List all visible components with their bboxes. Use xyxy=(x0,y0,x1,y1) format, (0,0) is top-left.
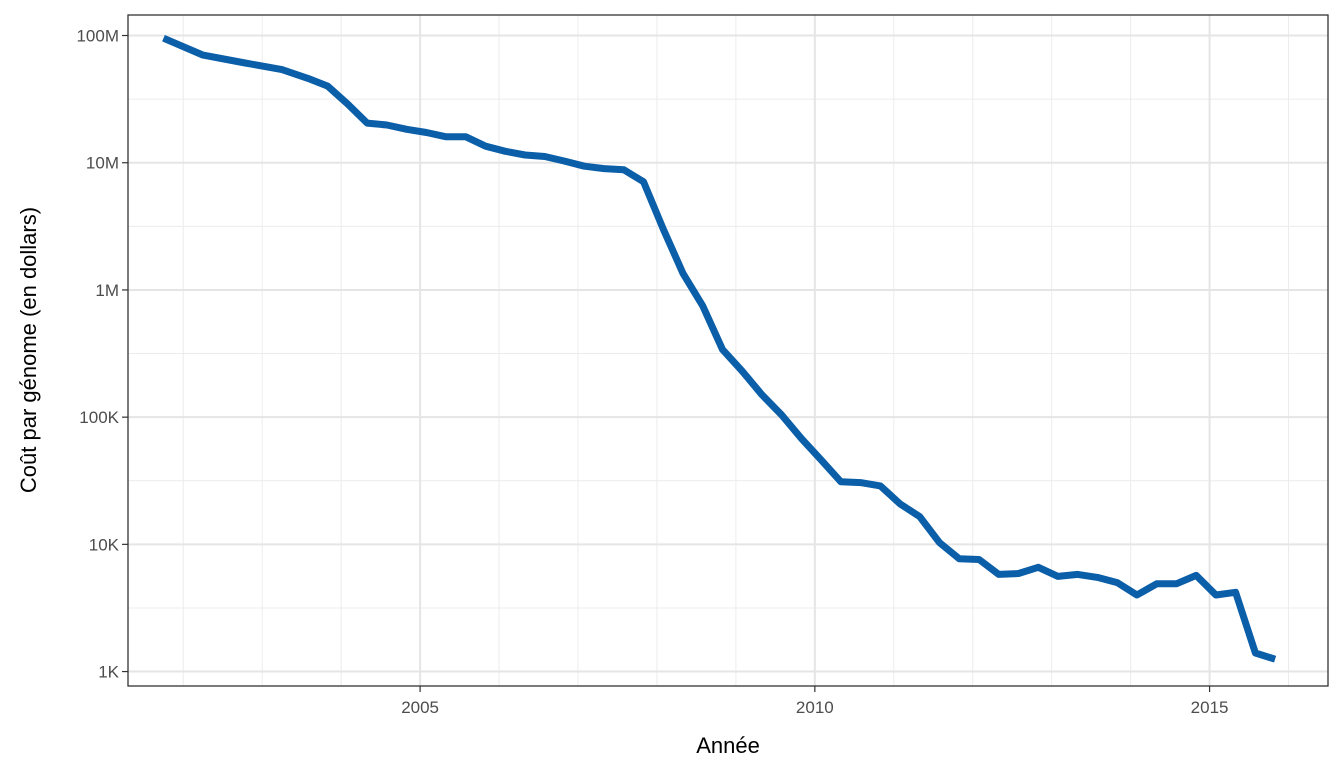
x-axis: 2005 2010 2015 xyxy=(401,686,1228,717)
y-tick-label: 10M xyxy=(86,154,119,173)
y-tick-label: 1M xyxy=(95,281,119,300)
x-tick-label: 2010 xyxy=(796,698,834,717)
major-gridlines-y xyxy=(128,34,1328,673)
y-tick-label: 10K xyxy=(89,535,120,554)
y-axis: 1K 10K 100K 1M 10M 100M xyxy=(76,27,128,682)
minor-gridlines-x xyxy=(182,15,1290,686)
major-gridlines-x xyxy=(419,15,1211,686)
y-tick-label: 1K xyxy=(98,663,119,682)
y-tick-label: 100M xyxy=(76,27,119,46)
x-tick-label: 2015 xyxy=(1191,698,1229,717)
x-axis-title: Année xyxy=(696,733,760,758)
series-line xyxy=(162,34,1277,663)
y-tick-label: 100K xyxy=(79,408,119,427)
y-axis-title: Coût par génome (en dollars) xyxy=(16,207,41,493)
x-tick-label: 2005 xyxy=(401,698,439,717)
plot-border xyxy=(127,14,1329,687)
